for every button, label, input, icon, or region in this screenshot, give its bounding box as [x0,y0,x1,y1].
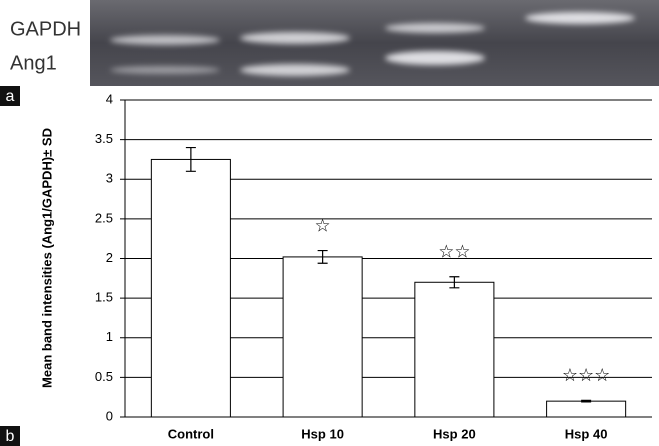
error-bar [185,146,196,172]
y-tick-label: 3 [106,171,113,186]
bar [150,158,231,418]
y-tick-label: 1.5 [95,290,113,305]
x-tick-label: Hsp 10 [301,426,344,441]
y-tick-label: 3.5 [95,131,113,146]
error-bar [581,399,592,403]
x-tick-label: Hsp 20 [433,426,476,441]
y-tick-label: 2.5 [95,210,113,225]
y-tick-label: 0 [106,408,113,423]
y-tick-label: 4 [106,91,113,106]
y-axis-label: Mean band intensities (Ang1/GAPDH)± SD [39,128,54,388]
y-tick-label: 0.5 [95,369,113,384]
bar [414,281,495,418]
significance-mark: ☆☆☆ [562,365,610,385]
error-bar [317,249,328,264]
x-tick-label: Control [168,426,214,441]
significance-mark: ☆☆ [438,241,470,261]
panel-label: b [6,428,15,445]
significance-mark: ☆ [315,215,331,235]
panel-label-box [0,86,20,106]
gel-label: GAPDH [10,18,81,40]
gel-label: Ang1 [10,52,57,74]
bar [546,400,627,418]
panel-label-box [0,426,20,446]
gel-label-box [4,4,90,82]
x-tick-label: Hsp 40 [565,426,608,441]
gel-bands [110,12,635,76]
error-bar [449,276,460,289]
y-tick-label: 2 [106,250,113,265]
bar [282,256,363,418]
y-tick-label: 1 [106,329,113,344]
panel-label: a [6,88,15,105]
